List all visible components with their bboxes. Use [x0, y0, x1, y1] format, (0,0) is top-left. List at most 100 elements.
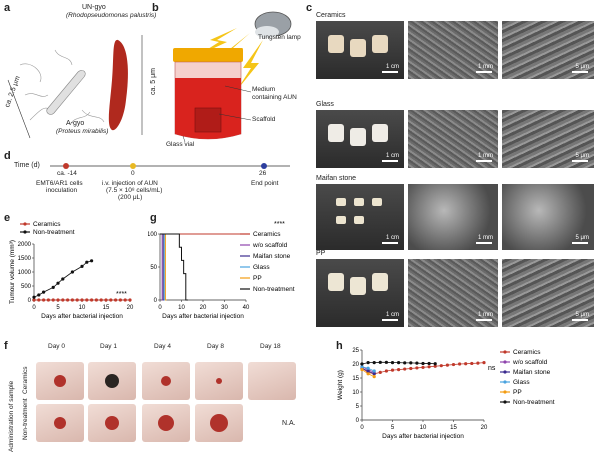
legend-label: Ceramics: [33, 221, 61, 228]
timeline-day-inoculation: ca. -14: [57, 170, 77, 177]
timeline-point-inoculation: [63, 163, 69, 169]
data-point: [372, 372, 376, 376]
day-label: Day 1: [100, 343, 117, 350]
timeline-point-injection: [130, 163, 136, 169]
legend-marker: [503, 400, 507, 404]
bacteria-illustration: [7, 35, 143, 139]
data-point: [32, 295, 36, 299]
sample-piece: [350, 128, 366, 146]
mouse-photo: [195, 362, 243, 400]
a-gyo-cell: [19, 49, 105, 126]
legend-label: Non-treatment: [33, 229, 75, 236]
scale-bar-label: 1 mm: [478, 312, 493, 318]
mouse-photo: [142, 404, 190, 442]
data-point: [94, 298, 98, 302]
data-point: [360, 362, 364, 366]
y-tick-label: 50: [150, 265, 157, 271]
legend-label: w/o scaffold: [512, 359, 548, 366]
scale-bar-label: 1 cm: [385, 64, 399, 70]
data-point: [42, 290, 46, 294]
data-point: [451, 362, 456, 367]
legend-marker: [23, 222, 27, 226]
scale-bar: [382, 160, 398, 162]
mouse-photo: [195, 404, 243, 442]
legend-label: Ceramics: [253, 231, 281, 238]
material-image: 1 cm: [316, 184, 404, 250]
x-tick-label: 10: [420, 425, 427, 431]
legend-marker: [23, 230, 27, 234]
data-point: [409, 361, 413, 365]
panel-label-g: g: [150, 212, 157, 224]
panel-label-f: f: [4, 340, 8, 352]
treatment-row-label: Non-treatment: [22, 398, 29, 440]
legend-label: PP: [513, 389, 522, 396]
sample-piece: [328, 273, 344, 291]
data-point: [415, 361, 419, 365]
scale-bar-label: 1 mm: [478, 235, 493, 241]
un-gyo-species: (Rhodopseudomonas palustris): [66, 12, 157, 19]
data-point: [415, 366, 419, 370]
significance-annotation: ****: [116, 291, 127, 298]
data-point: [384, 369, 388, 373]
y-tick-label: 0: [28, 298, 32, 304]
data-point: [46, 298, 51, 302]
medium-label: Medium: [252, 86, 276, 93]
data-point: [114, 298, 118, 302]
vial-pointer: [182, 135, 186, 143]
legend-label: Non-treatment: [253, 286, 295, 293]
x-tick-label: 10: [178, 305, 185, 311]
timeline-desc-end: End point: [251, 180, 279, 187]
timeline-day-end: 26: [259, 170, 267, 177]
x-tick-label: 30: [221, 305, 228, 311]
x-axis-label: Days after bacterial injection: [162, 313, 244, 320]
data-point: [427, 361, 431, 366]
data-point: [427, 365, 431, 369]
data-point: [403, 361, 407, 365]
data-point: [366, 372, 370, 376]
y-axis-label: Tumour volume (mm³): [9, 240, 16, 304]
tumour-volume-chart: 0 5 10 15 20 0 500 1000 1500 2000 Days after bacte…: [9, 221, 134, 320]
data-point: [378, 360, 382, 364]
day-label: Day 4: [154, 343, 171, 350]
legend-marker: [503, 390, 507, 394]
scale-bar: [382, 319, 398, 321]
x-tick-label: 0: [360, 425, 364, 431]
x-tick-label: 0: [32, 305, 36, 311]
data-point: [85, 298, 89, 302]
panel-label-h: h: [336, 340, 343, 352]
data-point: [378, 370, 382, 374]
legend-marker: [503, 360, 507, 364]
legend-label: Maifan stone: [513, 369, 551, 376]
data-point: [433, 364, 437, 368]
x-tick-label: 20: [481, 425, 488, 431]
tumour-site: [54, 375, 66, 387]
data-point: [61, 298, 65, 302]
x-tick-label: 15: [450, 425, 457, 431]
data-point: [366, 366, 370, 370]
y-tick-label: 2000: [18, 242, 32, 248]
sample-piece: [372, 198, 382, 206]
data-point: [109, 298, 113, 302]
data-point: [470, 361, 474, 366]
tumour-site: [161, 376, 171, 386]
x-tick-label: 5: [391, 425, 395, 431]
scale-bar-label: 1 mm: [478, 64, 493, 70]
timeline-day-injection: 0: [131, 170, 135, 177]
tumour-site: [210, 414, 228, 432]
legend-label: Glass: [253, 264, 270, 271]
y-tick-label: 100: [148, 232, 158, 238]
panel-label-e: e: [4, 212, 11, 224]
medium-pointer: [224, 85, 252, 93]
legend-label: Ceramics: [513, 349, 541, 356]
mouse-photo: [88, 362, 136, 400]
data-point: [476, 361, 480, 365]
data-point: [85, 260, 89, 264]
scale-bar-label: 1 cm: [385, 235, 399, 241]
scaffold: [194, 107, 222, 133]
x-axis-label: Days after bacterial injection: [41, 313, 123, 320]
tumour-site: [158, 415, 174, 431]
y-tick-label: 15: [352, 376, 359, 382]
data-point: [70, 270, 74, 274]
data-point: [445, 363, 449, 367]
material-image: 5 μm: [502, 259, 594, 327]
